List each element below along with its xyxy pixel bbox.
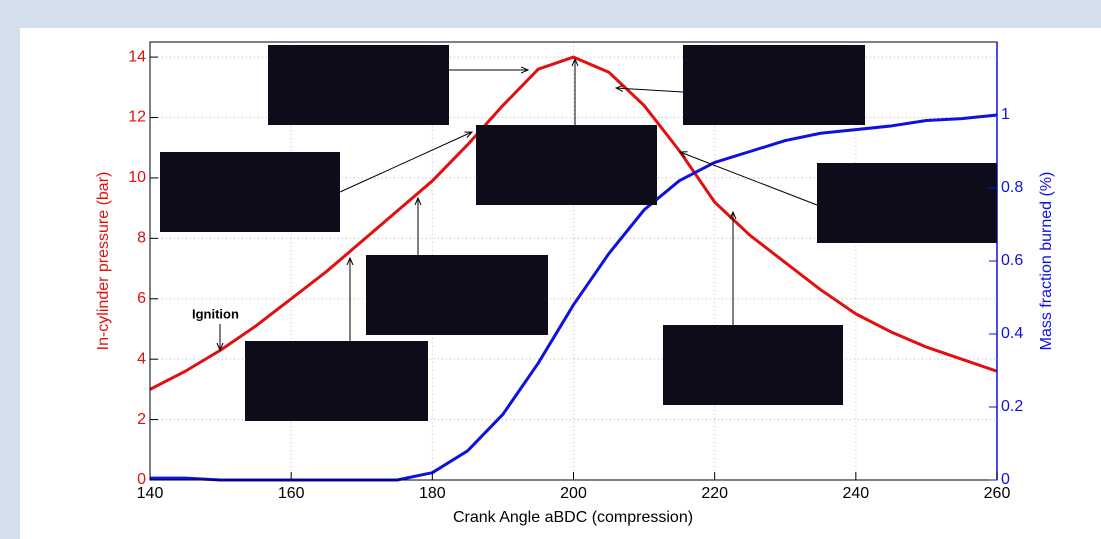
photo: [683, 45, 865, 125]
photo: [476, 125, 657, 205]
photo: [366, 255, 548, 335]
x-axis-label: Crank Angle aBDC (compression): [453, 509, 693, 526]
y2-tick-label: 1: [1001, 106, 1010, 123]
y2-tick-label: 0.8: [1001, 179, 1023, 196]
y-tick-label: 12: [128, 109, 146, 126]
x-tick-label: 220: [701, 485, 728, 502]
photo: [663, 325, 843, 405]
photo: [160, 152, 340, 232]
x-tick-label: 240: [842, 485, 869, 502]
y-tick-label: 4: [137, 350, 146, 367]
annotation: Ignition: [192, 306, 239, 321]
y-tick-label: 6: [137, 290, 146, 307]
y2-tick-label: 0.6: [1001, 252, 1023, 269]
arrows: [220, 59, 818, 350]
y2-tick-label: 0: [1001, 471, 1010, 488]
y2-tick-label: 0.4: [1001, 325, 1023, 342]
y-axis-label: In-cylinder pressure (bar): [95, 172, 112, 351]
photos: [160, 45, 997, 421]
photo: [817, 163, 997, 243]
photo: [245, 341, 428, 421]
background: [20, 28, 1101, 539]
x-tick-label: 140: [137, 485, 164, 502]
series-line: [149, 55, 998, 391]
x-tick-label: 200: [560, 485, 587, 502]
x-tick-label: 160: [278, 485, 305, 502]
x-tick-label: 180: [419, 485, 446, 502]
y-tick-label: 2: [137, 411, 146, 428]
y2-axis-label: Mass fraction burned (%): [1038, 172, 1055, 351]
photo: [268, 45, 449, 125]
arrow: [680, 152, 818, 206]
y-tick-label: 14: [128, 48, 146, 65]
y-tick-label: 0: [137, 471, 146, 488]
y-tick-label: 8: [137, 230, 146, 247]
y2-tick-label: 0.2: [1001, 398, 1023, 415]
arrow: [339, 132, 472, 193]
arrow: [616, 88, 684, 93]
y-tick-label: 10: [128, 169, 146, 186]
x-tick-label: 260: [984, 485, 1011, 502]
